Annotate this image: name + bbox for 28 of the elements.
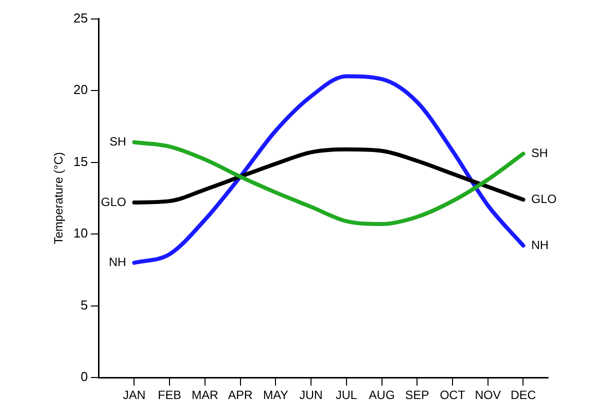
x-tick-label: JAN bbox=[122, 388, 146, 402]
text: NH bbox=[108, 255, 126, 270]
series-label: NH bbox=[531, 238, 549, 252]
text: GLO bbox=[531, 192, 557, 206]
y-tick-label: 0 bbox=[80, 369, 88, 384]
text: SH bbox=[531, 146, 548, 160]
x-tick-label: AUG bbox=[368, 388, 395, 402]
x-tick-label: SEP bbox=[405, 388, 430, 402]
line-series bbox=[132, 140, 526, 226]
series-label: SH bbox=[110, 134, 126, 149]
x-tick-label: MAY bbox=[263, 388, 288, 402]
x-tick-label: JUN bbox=[299, 388, 323, 402]
y-tick-label: 25 bbox=[73, 10, 88, 26]
y-axis-title: Temperature (°C) bbox=[52, 152, 66, 244]
x-tick-label: DEC bbox=[510, 388, 536, 402]
x-tick-label: APR bbox=[228, 388, 253, 402]
x-tick-label: NOV bbox=[474, 388, 501, 402]
x-tick-label: FEB bbox=[158, 388, 182, 402]
y-tick-label: 10 bbox=[73, 226, 88, 241]
line-series bbox=[132, 74, 526, 265]
series-label: GLO bbox=[100, 194, 126, 209]
x-tick-label: OCT bbox=[440, 388, 466, 402]
x-tick-label: JUL bbox=[336, 388, 358, 402]
x-tick-label: MAR bbox=[192, 388, 219, 402]
y-tick-label: 5 bbox=[80, 297, 88, 312]
y-tick-label: 20 bbox=[73, 82, 88, 98]
line-series bbox=[132, 147, 526, 205]
y-tick-label: 15 bbox=[73, 154, 88, 169]
